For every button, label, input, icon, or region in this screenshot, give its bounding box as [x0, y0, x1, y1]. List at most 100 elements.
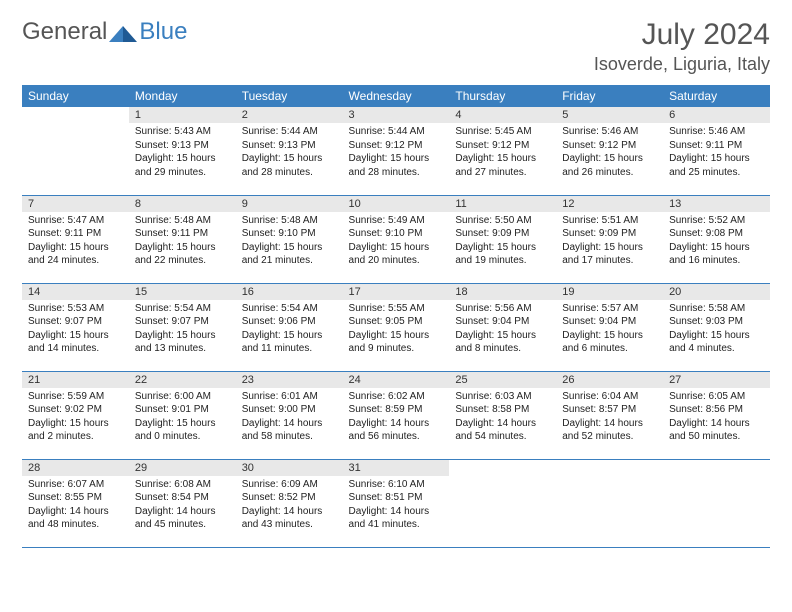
calendar-week-row: 21Sunrise: 5:59 AMSunset: 9:02 PMDayligh…: [22, 371, 770, 459]
sunrise-text: Sunrise: 5:51 AM: [562, 214, 657, 228]
sunrise-text: Sunrise: 5:58 AM: [669, 302, 764, 316]
sunset-text: Sunset: 9:04 PM: [455, 315, 550, 329]
day-number: 28: [22, 460, 129, 476]
daylight-text: Daylight: 14 hours and 45 minutes.: [135, 505, 230, 532]
day-number: 3: [343, 107, 450, 123]
calendar-week-row: 1Sunrise: 5:43 AMSunset: 9:13 PMDaylight…: [22, 107, 770, 195]
daylight-text: Daylight: 15 hours and 26 minutes.: [562, 152, 657, 179]
sunset-text: Sunset: 9:09 PM: [455, 227, 550, 241]
daylight-text: Daylight: 14 hours and 52 minutes.: [562, 417, 657, 444]
day-details: Sunrise: 5:55 AMSunset: 9:05 PMDaylight:…: [343, 300, 450, 360]
sunrise-text: Sunrise: 5:54 AM: [242, 302, 337, 316]
page-header: General Blue July 2024 Isoverde, Liguria…: [22, 18, 770, 75]
calendar-day-cell: 17Sunrise: 5:55 AMSunset: 9:05 PMDayligh…: [343, 283, 450, 371]
daylight-text: Daylight: 15 hours and 17 minutes.: [562, 241, 657, 268]
sunset-text: Sunset: 9:13 PM: [135, 139, 230, 153]
day-number: 10: [343, 196, 450, 212]
calendar-day-cell: [663, 459, 770, 547]
day-header: Thursday: [449, 85, 556, 107]
daylight-text: Daylight: 15 hours and 13 minutes.: [135, 329, 230, 356]
day-header: Saturday: [663, 85, 770, 107]
day-details: Sunrise: 5:54 AMSunset: 9:06 PMDaylight:…: [236, 300, 343, 360]
logo: General Blue: [22, 18, 187, 46]
sunrise-text: Sunrise: 5:48 AM: [242, 214, 337, 228]
day-number: 15: [129, 284, 236, 300]
daylight-text: Daylight: 15 hours and 4 minutes.: [669, 329, 764, 356]
sunrise-text: Sunrise: 6:01 AM: [242, 390, 337, 404]
sunset-text: Sunset: 9:12 PM: [455, 139, 550, 153]
daylight-text: Daylight: 15 hours and 24 minutes.: [28, 241, 123, 268]
calendar-day-cell: 2Sunrise: 5:44 AMSunset: 9:13 PMDaylight…: [236, 107, 343, 195]
calendar-day-cell: 18Sunrise: 5:56 AMSunset: 9:04 PMDayligh…: [449, 283, 556, 371]
sunset-text: Sunset: 9:06 PM: [242, 315, 337, 329]
sunrise-text: Sunrise: 5:44 AM: [349, 125, 444, 139]
sunrise-text: Sunrise: 6:04 AM: [562, 390, 657, 404]
daylight-text: Daylight: 15 hours and 27 minutes.: [455, 152, 550, 179]
calendar-table: SundayMondayTuesdayWednesdayThursdayFrid…: [22, 85, 770, 548]
sunrise-text: Sunrise: 5:52 AM: [669, 214, 764, 228]
day-details: Sunrise: 6:07 AMSunset: 8:55 PMDaylight:…: [22, 476, 129, 536]
day-number: 9: [236, 196, 343, 212]
sunrise-text: Sunrise: 5:46 AM: [669, 125, 764, 139]
daylight-text: Daylight: 15 hours and 21 minutes.: [242, 241, 337, 268]
sunset-text: Sunset: 9:12 PM: [349, 139, 444, 153]
calendar-header-row: SundayMondayTuesdayWednesdayThursdayFrid…: [22, 85, 770, 107]
calendar-day-cell: 7Sunrise: 5:47 AMSunset: 9:11 PMDaylight…: [22, 195, 129, 283]
day-details: Sunrise: 5:47 AMSunset: 9:11 PMDaylight:…: [22, 212, 129, 272]
sunrise-text: Sunrise: 5:46 AM: [562, 125, 657, 139]
sunset-text: Sunset: 9:11 PM: [135, 227, 230, 241]
day-details: Sunrise: 6:04 AMSunset: 8:57 PMDaylight:…: [556, 388, 663, 448]
calendar-day-cell: 25Sunrise: 6:03 AMSunset: 8:58 PMDayligh…: [449, 371, 556, 459]
sunrise-text: Sunrise: 5:44 AM: [242, 125, 337, 139]
day-number: 27: [663, 372, 770, 388]
sunset-text: Sunset: 9:01 PM: [135, 403, 230, 417]
calendar-day-cell: 22Sunrise: 6:00 AMSunset: 9:01 PMDayligh…: [129, 371, 236, 459]
day-details: Sunrise: 6:00 AMSunset: 9:01 PMDaylight:…: [129, 388, 236, 448]
day-details: Sunrise: 5:56 AMSunset: 9:04 PMDaylight:…: [449, 300, 556, 360]
day-number: 20: [663, 284, 770, 300]
day-number: [663, 460, 770, 464]
location-text: Isoverde, Liguria, Italy: [594, 54, 770, 75]
calendar-day-cell: 1Sunrise: 5:43 AMSunset: 9:13 PMDaylight…: [129, 107, 236, 195]
daylight-text: Daylight: 15 hours and 28 minutes.: [349, 152, 444, 179]
day-details: Sunrise: 5:43 AMSunset: 9:13 PMDaylight:…: [129, 123, 236, 183]
daylight-text: Daylight: 15 hours and 9 minutes.: [349, 329, 444, 356]
sunset-text: Sunset: 9:13 PM: [242, 139, 337, 153]
calendar-day-cell: 20Sunrise: 5:58 AMSunset: 9:03 PMDayligh…: [663, 283, 770, 371]
calendar-day-cell: 31Sunrise: 6:10 AMSunset: 8:51 PMDayligh…: [343, 459, 450, 547]
sunset-text: Sunset: 9:04 PM: [562, 315, 657, 329]
sunrise-text: Sunrise: 5:56 AM: [455, 302, 550, 316]
sunset-text: Sunset: 9:00 PM: [242, 403, 337, 417]
sunset-text: Sunset: 8:54 PM: [135, 491, 230, 505]
calendar-day-cell: 10Sunrise: 5:49 AMSunset: 9:10 PMDayligh…: [343, 195, 450, 283]
sunrise-text: Sunrise: 6:03 AM: [455, 390, 550, 404]
daylight-text: Daylight: 14 hours and 43 minutes.: [242, 505, 337, 532]
day-header: Sunday: [22, 85, 129, 107]
daylight-text: Daylight: 15 hours and 28 minutes.: [242, 152, 337, 179]
sunrise-text: Sunrise: 5:54 AM: [135, 302, 230, 316]
calendar-body: 1Sunrise: 5:43 AMSunset: 9:13 PMDaylight…: [22, 107, 770, 547]
calendar-day-cell: 16Sunrise: 5:54 AMSunset: 9:06 PMDayligh…: [236, 283, 343, 371]
day-details: Sunrise: 5:44 AMSunset: 9:13 PMDaylight:…: [236, 123, 343, 183]
sunset-text: Sunset: 9:09 PM: [562, 227, 657, 241]
day-number: 24: [343, 372, 450, 388]
sunset-text: Sunset: 9:11 PM: [669, 139, 764, 153]
sunrise-text: Sunrise: 6:07 AM: [28, 478, 123, 492]
day-details: Sunrise: 5:53 AMSunset: 9:07 PMDaylight:…: [22, 300, 129, 360]
day-number: 4: [449, 107, 556, 123]
day-details: Sunrise: 6:02 AMSunset: 8:59 PMDaylight:…: [343, 388, 450, 448]
day-details: Sunrise: 5:46 AMSunset: 9:11 PMDaylight:…: [663, 123, 770, 183]
sunset-text: Sunset: 8:56 PM: [669, 403, 764, 417]
day-number: 23: [236, 372, 343, 388]
calendar-day-cell: 6Sunrise: 5:46 AMSunset: 9:11 PMDaylight…: [663, 107, 770, 195]
daylight-text: Daylight: 15 hours and 20 minutes.: [349, 241, 444, 268]
day-number: 22: [129, 372, 236, 388]
calendar-week-row: 7Sunrise: 5:47 AMSunset: 9:11 PMDaylight…: [22, 195, 770, 283]
day-number: 17: [343, 284, 450, 300]
day-number: 26: [556, 372, 663, 388]
day-details: Sunrise: 5:49 AMSunset: 9:10 PMDaylight:…: [343, 212, 450, 272]
sunrise-text: Sunrise: 5:48 AM: [135, 214, 230, 228]
day-header: Friday: [556, 85, 663, 107]
sunrise-text: Sunrise: 5:45 AM: [455, 125, 550, 139]
sunrise-text: Sunrise: 5:53 AM: [28, 302, 123, 316]
